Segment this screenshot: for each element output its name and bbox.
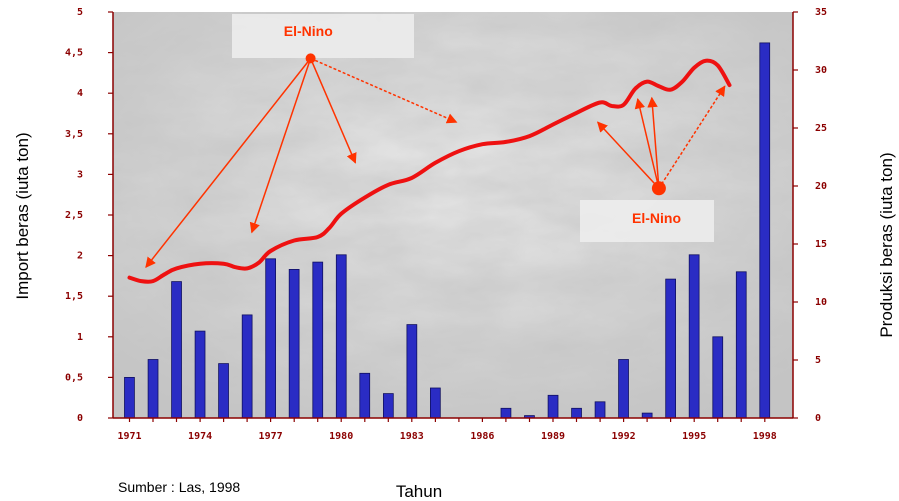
import-bar-1998: [759, 42, 771, 419]
y-left-tick-label: 1: [77, 332, 83, 343]
y-right-tick-label: 10: [815, 297, 827, 308]
y-left-tick-label: 5: [77, 7, 83, 18]
el-nino-arrow-1-4: [310, 57, 458, 124]
y-right-tick-label: 30: [815, 65, 827, 76]
import-bar-1981: [359, 372, 371, 419]
import-bar-1979: [312, 261, 324, 419]
y-left-tick-label: 0,5: [65, 372, 83, 383]
y-left-tick-label: 0: [77, 413, 83, 424]
annotation-box-1: [232, 14, 414, 58]
import-bar-1991: [594, 401, 606, 419]
y-left-tick-label: 4,5: [65, 48, 83, 59]
el-nino-annotations: El-Nino El-Nino: [145, 23, 726, 269]
source-note: Sumber : Las, 1998: [118, 479, 240, 495]
y-right-axis-title: Produksi beras (iuta ton): [877, 152, 896, 337]
y-left-tick-label: 3: [77, 169, 83, 180]
el-nino-label-2: El-Nino: [632, 210, 681, 226]
x-tick-label: 1983: [400, 431, 424, 442]
import-bar-1997: [735, 271, 747, 419]
import-bar-1992: [618, 359, 629, 419]
x-tick-label: 1971: [117, 431, 141, 442]
y-left-tick-label: 3,5: [65, 129, 83, 140]
y-left-tick-label: 2,5: [65, 210, 83, 221]
y-left-tick-label: 2: [77, 251, 83, 262]
y-right-tick-label: 25: [815, 123, 827, 134]
x-tick-label: 1986: [470, 431, 494, 442]
el-nino-arrow-1-2: [249, 58, 312, 234]
import-bar-1982: [382, 393, 394, 419]
el-nino-label-1: El-Nino: [284, 23, 333, 39]
production-line-layer: [127, 58, 732, 284]
x-tick-label: 1992: [612, 431, 636, 442]
import-bar-1977: [265, 258, 277, 419]
y-left-tick-label: 4: [77, 88, 83, 99]
import-bar-1996: [712, 336, 724, 419]
import-bar-1975: [218, 363, 229, 419]
import-bar-1976: [241, 314, 253, 419]
el-nino-arrow-1-1: [145, 57, 312, 269]
import-bar-1978: [288, 268, 300, 419]
import-bar-1983: [406, 324, 418, 419]
production-line: [127, 58, 732, 284]
import-bar-1994: [665, 278, 677, 419]
el-nino-arrow-2-2: [634, 97, 660, 189]
import-bar-1995: [688, 254, 700, 419]
y-right-tick-label: 5: [815, 355, 821, 366]
x-axis-title: Tahun: [396, 482, 442, 501]
x-tick-label: 1977: [259, 431, 283, 442]
el-nino-arrow-2-4: [658, 85, 726, 189]
import-bar-1989: [547, 394, 559, 419]
import-bar-1987: [500, 407, 512, 419]
import-bar-1980: [335, 254, 347, 419]
tick-labels: 0 0,5 1 1,5 2 2,5 3 3,5 4 4,5 5 0 5 10 15 20 25 30 35 1971 1…: [65, 7, 827, 442]
annotation-box-2: [580, 200, 714, 242]
x-tick-label: 1974: [188, 431, 212, 442]
el-nino-arrow-1-3: [309, 58, 357, 164]
x-tick-label: 1980: [329, 431, 353, 442]
x-tick-label: 1989: [541, 431, 565, 442]
x-tick-label: 1995: [682, 431, 706, 442]
y-left-tick-label: 1,5: [65, 291, 83, 302]
y-right-tick-label: 35: [815, 7, 827, 18]
y-left-axis-title: Import beras (iuta ton): [13, 132, 32, 299]
y-right-tick-label: 20: [815, 181, 827, 192]
import-bar-1972: [147, 359, 159, 419]
y-right-tick-label: 15: [815, 239, 827, 250]
x-tick-label: 1998: [753, 431, 777, 442]
import-bars: [124, 42, 771, 419]
import-bar-1990: [571, 407, 582, 419]
el-nino-arrow-2-1: [596, 121, 660, 189]
import-bar-1973: [171, 281, 182, 419]
import-bar-1984: [429, 387, 441, 419]
el-nino-origin-dot-1: [305, 53, 316, 64]
import-bar-1974: [194, 330, 206, 419]
el-nino-arrow-2-3: [647, 96, 660, 189]
import-bar-1971: [124, 376, 135, 419]
el-nino-origin-dot-2: [651, 181, 666, 196]
y-right-tick-label: 0: [815, 413, 821, 424]
